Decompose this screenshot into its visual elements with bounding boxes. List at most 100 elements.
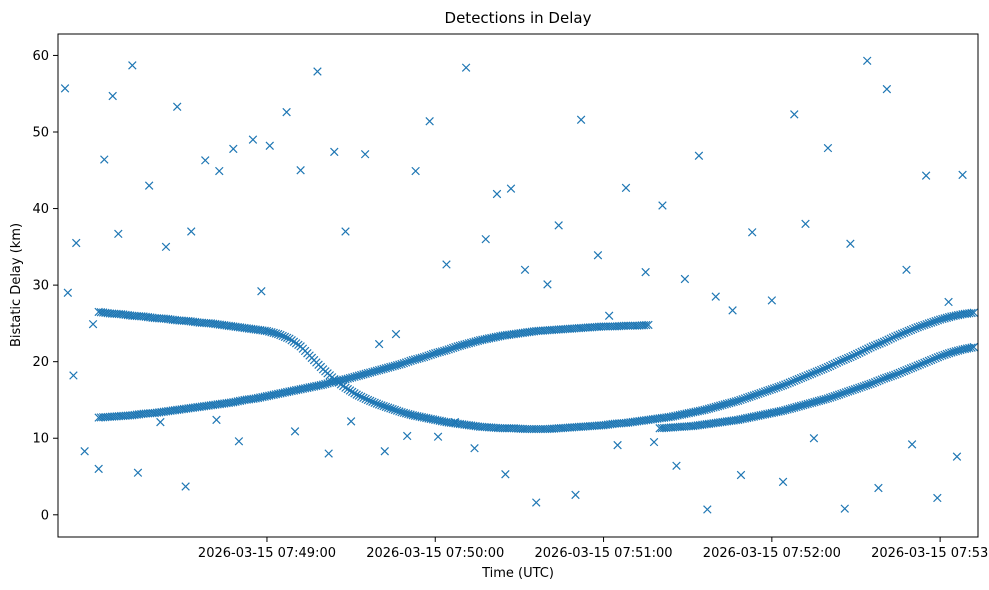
track-detection-marker <box>397 359 406 369</box>
clutter-detection-marker <box>613 440 622 450</box>
track-detection-marker <box>356 392 366 401</box>
y-tick-label: 60 <box>32 49 49 64</box>
x-tick-label: 2026-03-15 07:51:00 <box>535 546 673 561</box>
track-detection-marker <box>859 381 869 391</box>
track-detection-marker <box>379 401 388 411</box>
track-detection-marker <box>926 318 936 327</box>
clutter-detection-marker <box>248 135 258 144</box>
clutter-detection-marker <box>481 234 490 244</box>
clutter-detection-marker <box>492 189 502 199</box>
track-detection-marker <box>801 371 810 381</box>
track-detection-marker <box>850 385 860 394</box>
track-detection-marker <box>783 379 792 388</box>
clutter-detection-marker <box>694 151 704 160</box>
track-detection-marker <box>377 401 386 410</box>
clutter-detection-marker <box>604 311 614 320</box>
track-detection-marker <box>781 380 790 389</box>
clutter-detection-marker <box>411 166 420 176</box>
track-detection-marker <box>857 382 866 392</box>
track-detection-marker <box>900 328 909 337</box>
clutter-detection-marker <box>944 297 953 307</box>
clutter-detection-marker <box>380 447 389 456</box>
clutter-detection-marker <box>133 468 143 477</box>
track-detection-marker <box>832 358 842 367</box>
clutter-detection-marker <box>902 265 911 275</box>
track-detection-marker <box>942 349 952 359</box>
clutter-detection-marker <box>862 56 872 66</box>
y-axis-ticks: 0 10 20 30 40 50 60 <box>32 49 58 523</box>
clutter-detection-marker <box>69 371 78 380</box>
track-detection-marker <box>745 392 754 402</box>
clutter-detection-marker <box>543 280 552 289</box>
track-detection-marker <box>841 354 851 364</box>
track-detection-marker <box>810 368 819 377</box>
track-detection-marker <box>442 345 451 355</box>
track-detection-marker <box>837 356 846 365</box>
track-detection-marker <box>902 327 911 337</box>
track-detection-marker <box>875 376 884 385</box>
track-detection-marker <box>772 383 781 392</box>
track-detection-marker <box>886 334 895 343</box>
track-detection-marker <box>839 355 848 365</box>
track-detection-marker <box>276 330 285 340</box>
track-detection-marker <box>742 393 752 402</box>
track-detection-marker <box>359 393 368 403</box>
clutter-detection-marker <box>296 166 305 175</box>
clutter-detection-marker <box>330 147 339 157</box>
clutter-detection-marker <box>728 306 737 315</box>
track-detection-marker <box>785 378 795 387</box>
track-detection-marker <box>879 337 889 346</box>
track-detection-marker <box>906 325 916 335</box>
track-detection-marker <box>931 353 940 363</box>
track-detection-marker <box>855 383 864 392</box>
track-detection-marker <box>368 397 377 407</box>
track-detection-marker <box>846 352 855 362</box>
track-detection-marker <box>913 361 922 370</box>
track-detection-marker <box>924 356 934 366</box>
track-detection-marker <box>861 345 871 354</box>
track-detection-marker <box>837 389 846 399</box>
track-detection-marker <box>823 394 833 403</box>
track-detection-marker <box>895 368 904 378</box>
track-detection-marker <box>821 363 830 373</box>
clutter-detection-marker <box>711 292 720 301</box>
track-detection-marker <box>799 372 808 382</box>
track-detection-marker <box>354 391 364 400</box>
clutter-detection-marker <box>952 452 962 461</box>
clutter-detection-marker <box>234 437 244 446</box>
track-detection-marker <box>855 348 864 358</box>
track-detection-marker <box>803 371 812 380</box>
track-detection-marker <box>924 319 934 328</box>
plot-area <box>58 34 978 537</box>
track-detection-marker <box>756 388 765 398</box>
clutter-detection-marker <box>501 469 510 479</box>
track-detection-marker <box>873 377 882 386</box>
track-detection-marker <box>931 316 940 326</box>
track-detection-marker <box>911 362 920 371</box>
clutter-detection-marker <box>88 319 98 329</box>
clutter-detection-marker <box>747 228 757 237</box>
track-detection-marker <box>900 366 909 376</box>
track-detection-marker <box>828 360 837 370</box>
track-detection-marker <box>852 384 862 393</box>
track-detection-marker <box>913 323 922 332</box>
y-axis-label: Bistatic Delay (km) <box>9 223 24 347</box>
clutter-detection-marker <box>108 91 117 101</box>
clutter-detection-marker <box>114 229 123 239</box>
clutter-detection-marker <box>778 477 788 487</box>
clutter-detection-marker <box>341 227 350 236</box>
track-detection-marker <box>879 374 889 383</box>
track-detection-marker <box>740 394 750 403</box>
track-detection-marker <box>392 406 402 415</box>
track-detection-marker <box>967 308 976 318</box>
track-detection-marker <box>884 372 893 382</box>
clutter-detection-marker <box>801 219 810 229</box>
track-detection-marker <box>843 387 853 396</box>
clutter-detection-marker <box>621 183 631 193</box>
clutter-detection-marker <box>324 449 333 458</box>
track-detection-marker <box>877 338 887 347</box>
clutter-detection-marker <box>641 267 650 277</box>
track-detection-marker <box>823 362 833 372</box>
track-detection-marker <box>787 377 797 386</box>
track-detection-marker <box>866 379 875 389</box>
